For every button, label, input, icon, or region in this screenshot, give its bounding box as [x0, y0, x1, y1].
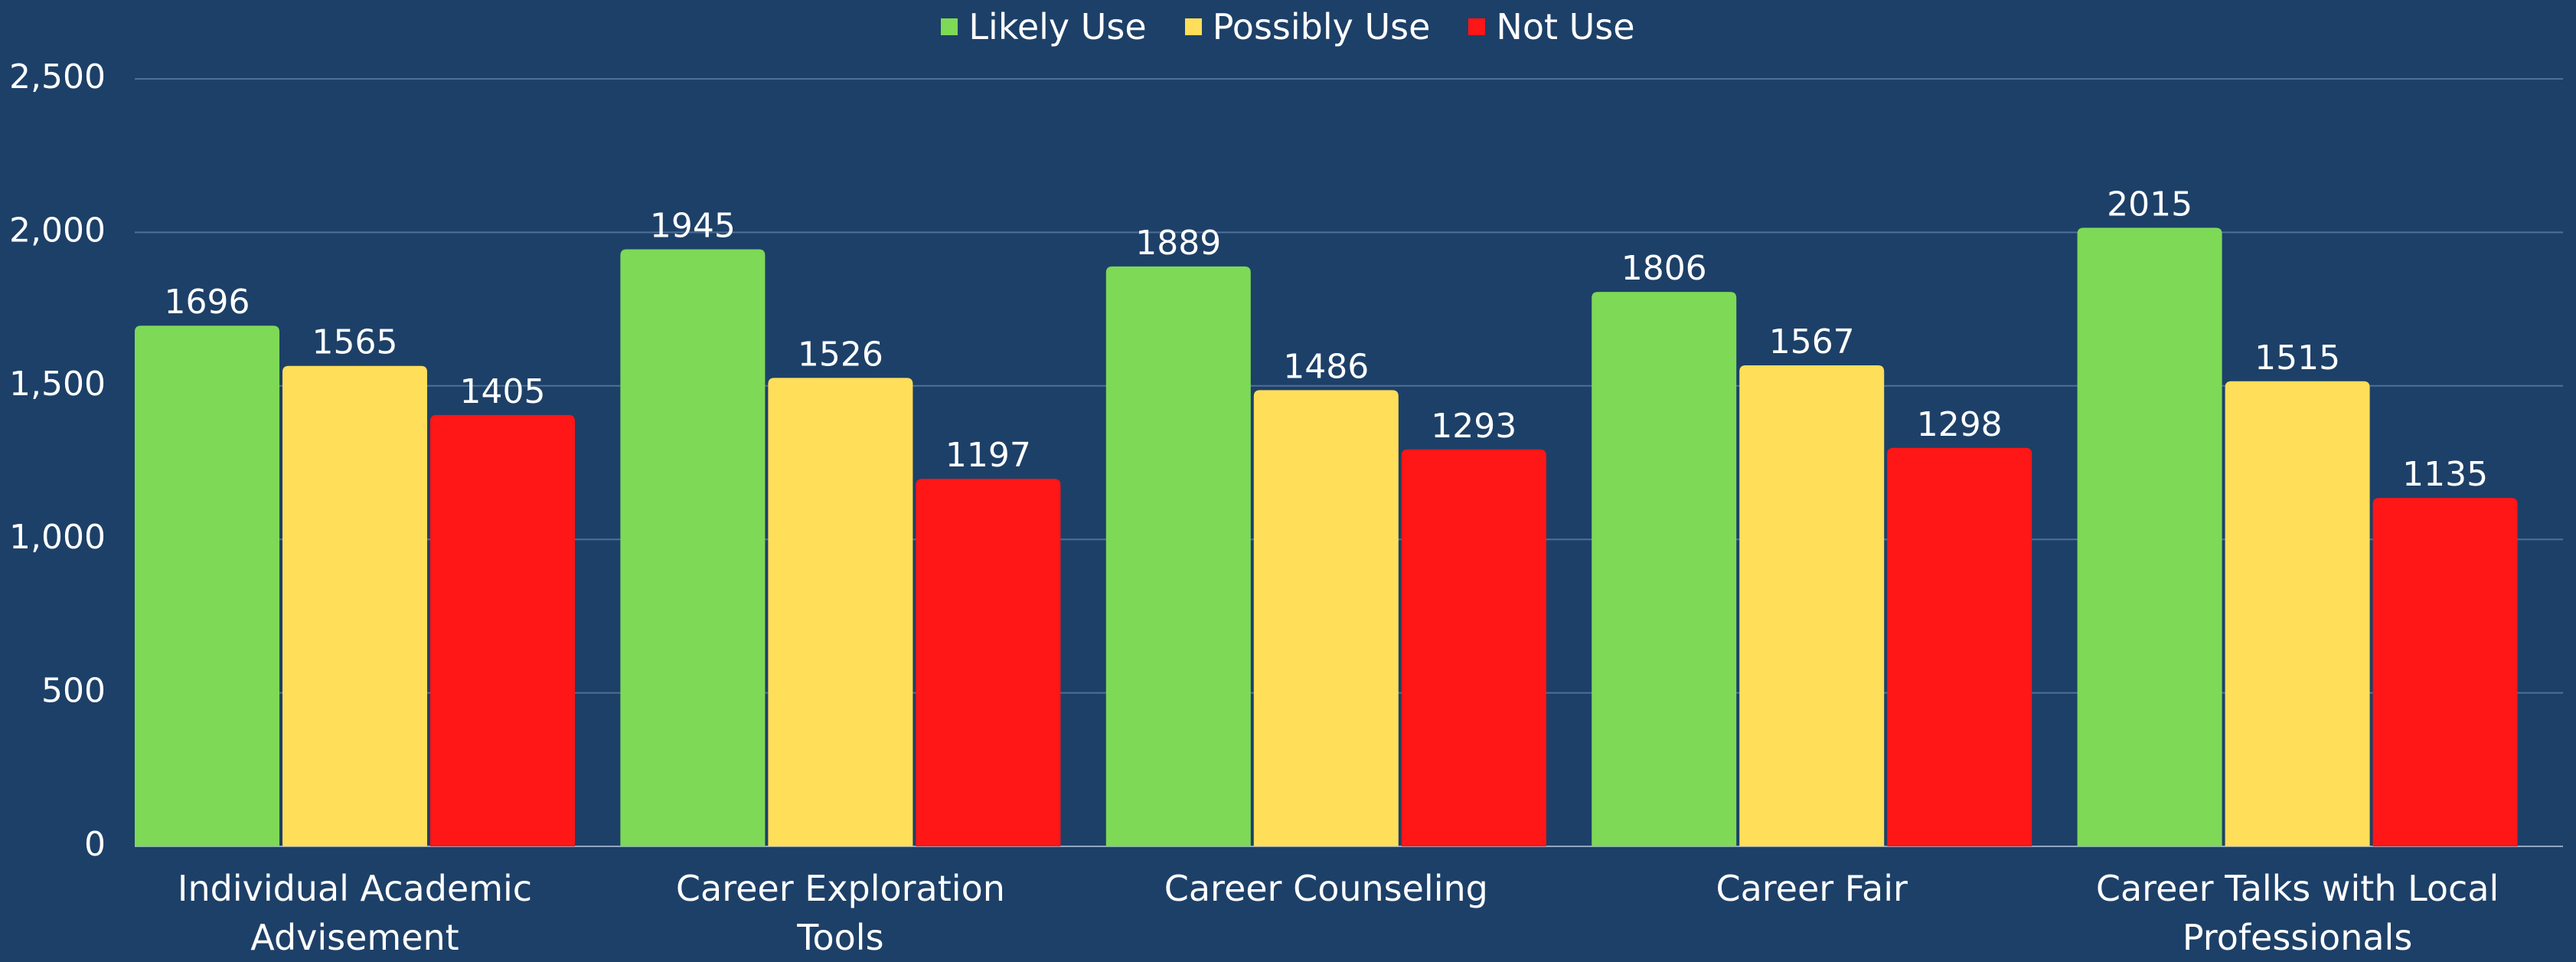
x-tick-label: Career Counseling: [1164, 868, 1488, 909]
data-label: 1486: [1283, 347, 1369, 386]
data-label: 1197: [945, 436, 1031, 475]
legend-label: Possibly Use: [1212, 6, 1431, 47]
y-tick-label: 500: [41, 672, 106, 711]
data-label: 2015: [2107, 185, 2192, 224]
data-label: 1515: [2254, 339, 2340, 378]
bar: [1253, 390, 1399, 846]
bar: [768, 378, 913, 846]
data-label: 1135: [2402, 455, 2488, 494]
data-label: 1298: [1917, 405, 2003, 444]
data-label: 1806: [1621, 249, 1707, 288]
bar: [1592, 292, 1737, 846]
y-tick-label: 1,000: [9, 518, 106, 557]
y-tick-label: 0: [84, 825, 106, 864]
data-label: 1565: [312, 323, 398, 362]
bar: [620, 249, 766, 847]
x-tick-label: Career Talks with Local Professionals: [2095, 868, 2499, 958]
data-label: 1405: [460, 372, 546, 411]
x-tick-label: Career Fair: [1716, 868, 1908, 909]
bar: [135, 326, 279, 847]
legend-swatch: [1468, 18, 1486, 35]
data-label: 1526: [798, 335, 883, 374]
bar: [1105, 266, 1251, 846]
legend-label: Likely Use: [968, 6, 1147, 47]
bar: [1401, 449, 1546, 846]
data-label: 1696: [165, 283, 250, 322]
legend-item: Possibly Use: [1184, 6, 1431, 47]
bar: [1739, 365, 1885, 846]
bar: [2225, 381, 2370, 847]
y-tick-label: 2,000: [9, 211, 106, 250]
x-tick-label: Career Exploration Tools: [675, 868, 1005, 958]
bar: [282, 365, 427, 846]
data-label: 1293: [1431, 407, 1517, 446]
y-tick-label: 1,500: [9, 365, 106, 404]
legend: Likely Use Possibly Use Not Use: [0, 6, 2576, 47]
bar: [2372, 498, 2518, 846]
data-label: 1567: [1769, 322, 1855, 362]
bar: [916, 479, 1061, 846]
legend-item: Not Use: [1468, 6, 1635, 47]
data-label: 1945: [650, 206, 736, 245]
y-tick-label: 2,500: [9, 57, 106, 97]
bar: [1887, 447, 2032, 846]
legend-swatch: [1184, 18, 1202, 35]
bar: [430, 414, 575, 846]
data-label: 1889: [1135, 224, 1221, 263]
x-tick-label: Individual Academic Advisement: [177, 868, 533, 958]
legend-item: Likely Use: [941, 6, 1147, 47]
legend-label: Not Use: [1496, 6, 1635, 47]
bar: [2077, 227, 2222, 846]
legend-swatch: [941, 18, 958, 35]
